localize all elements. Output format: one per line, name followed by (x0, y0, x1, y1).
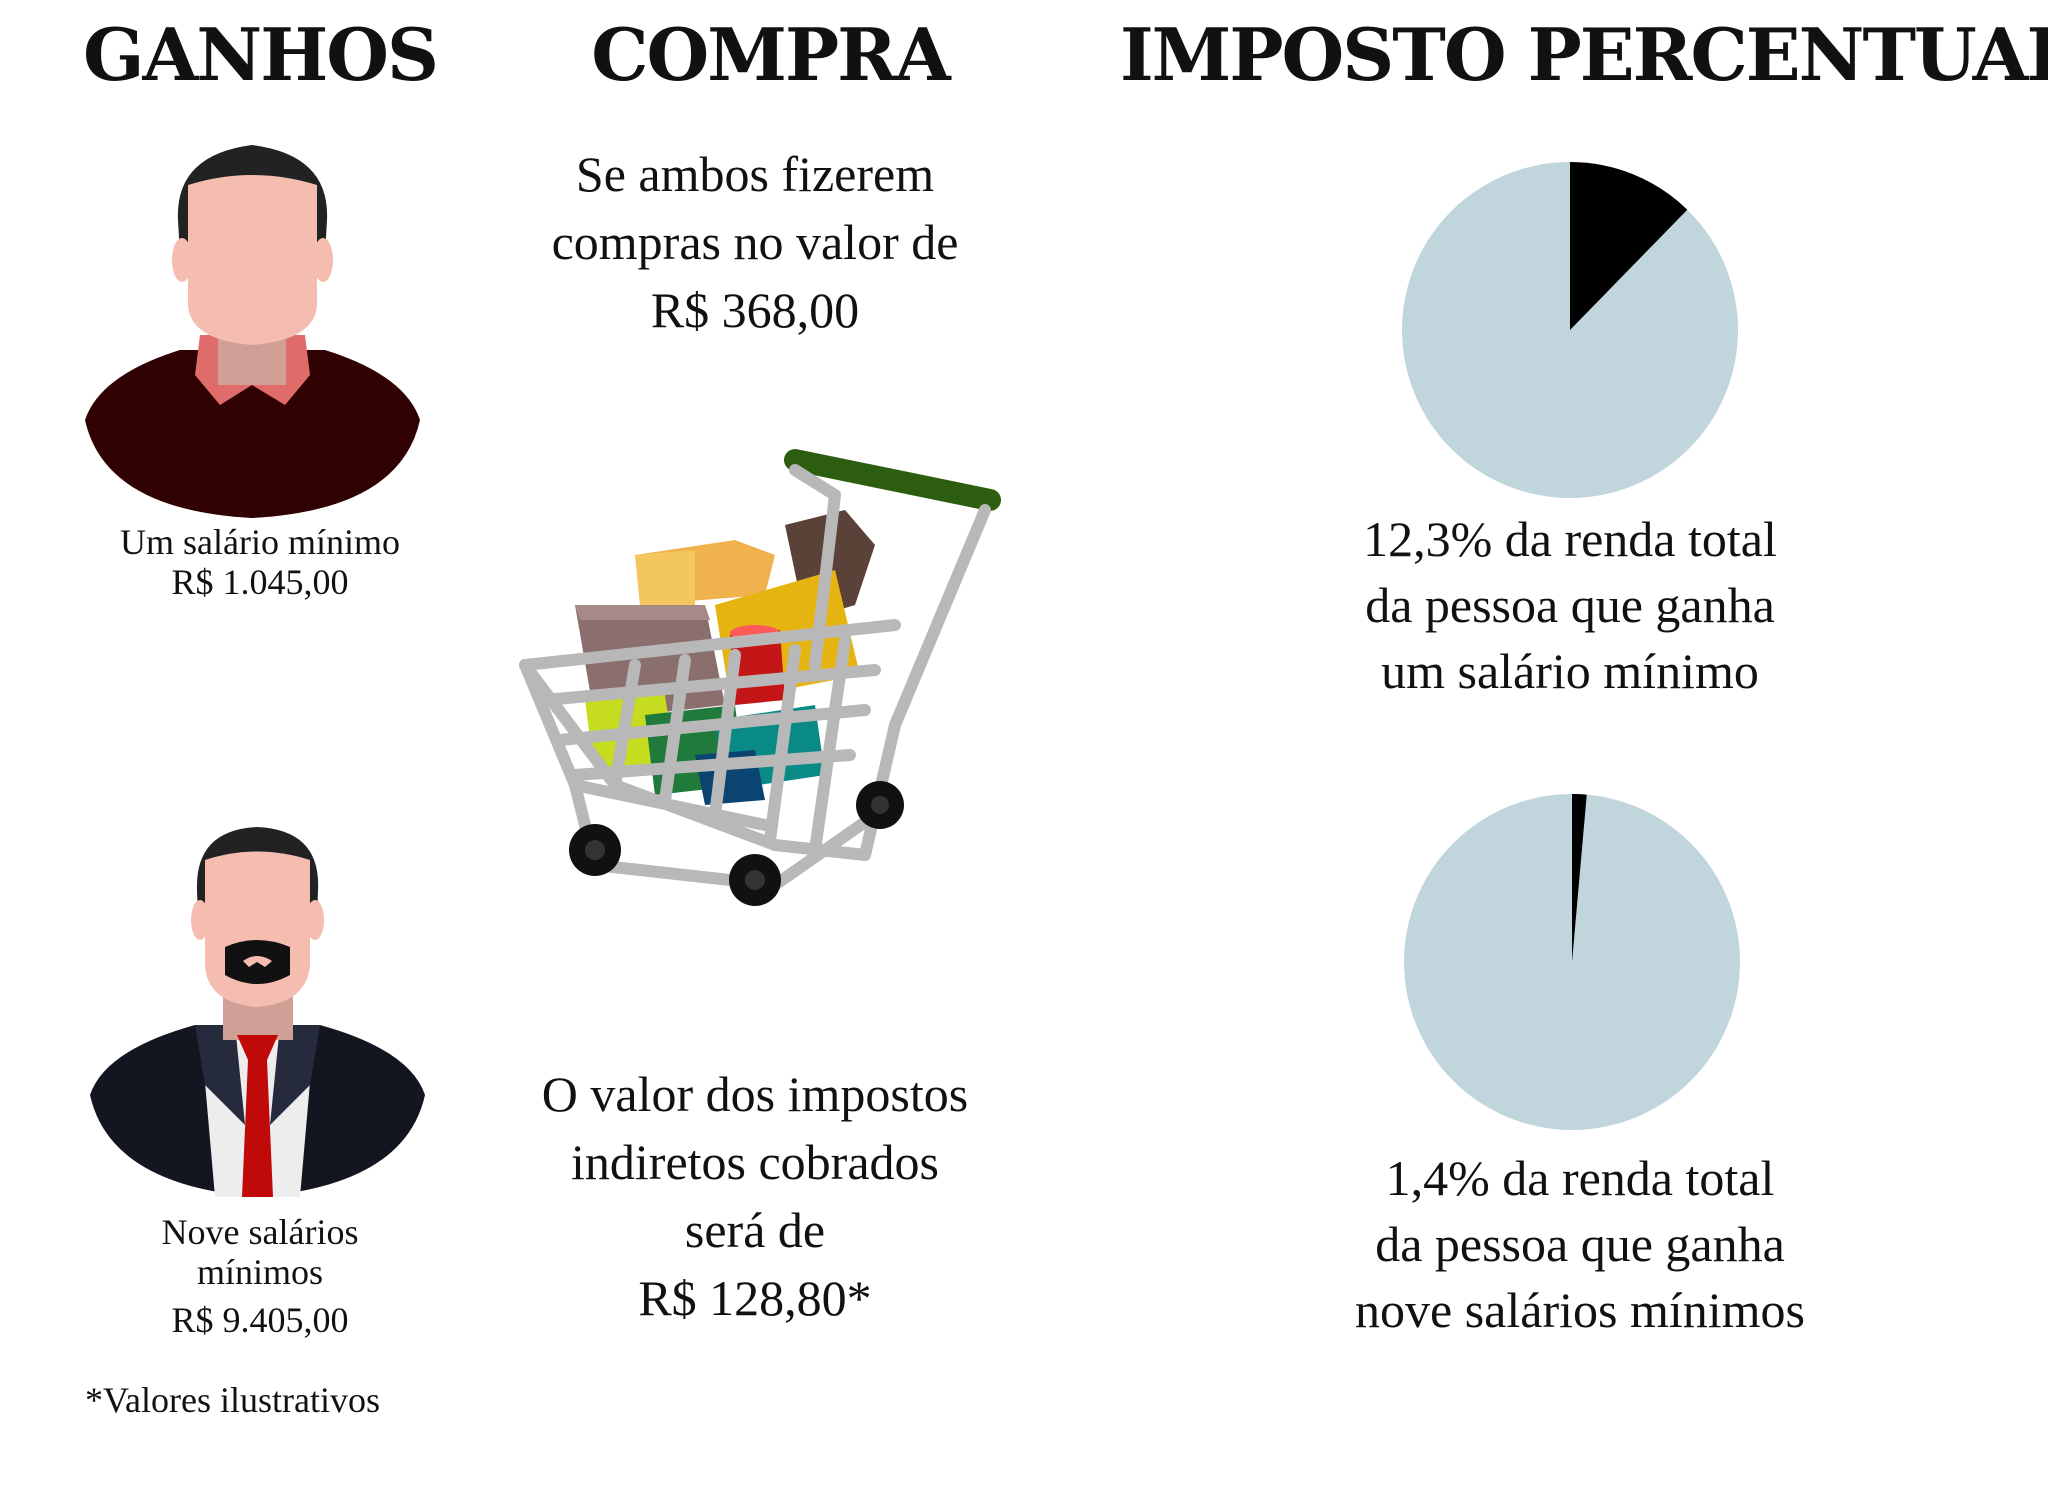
pie2-caption-line2: da pessoa que ganha (1375, 1216, 1785, 1272)
pie1-caption-line1: 12,3% da renda total (1363, 511, 1777, 567)
tax-line1: O valor dos impostos (541, 1066, 969, 1122)
footnote: *Valores ilustrativos (85, 1380, 380, 1420)
pie2-caption-line1: 1,4% da renda total (1385, 1150, 1775, 1206)
purchase-line3: R$ 368,00 (650, 282, 860, 338)
minimum-wage-worker-icon (85, 145, 420, 518)
tax-text: O valor dos impostos indiretos cobrados … (490, 1060, 1020, 1332)
person2-caption: Nove salários mínimos R$ 9.405,00 (40, 1212, 480, 1340)
purchase-line2: compras no valor de (551, 214, 959, 270)
person1-amount: R$ 1.045,00 (171, 562, 349, 602)
shopping-cart-icon (519, 449, 1001, 906)
pie2-caption-line3: nove salários mínimos (1355, 1282, 1805, 1338)
heading-ganhos: GANHOS (83, 12, 439, 97)
pie-chart-minimum-wage (1402, 162, 1738, 498)
purchase-line1: Se ambos fizerem (575, 146, 935, 202)
person1-label: Um salário mínimo (120, 522, 400, 562)
pie2-caption: 1,4% da renda total da pessoa que ganha … (1270, 1145, 1890, 1343)
person2-label-line2: mínimos (196, 1252, 324, 1292)
person2-amount: R$ 9.405,00 (171, 1300, 349, 1340)
pie1-caption-line2: da pessoa que ganha (1365, 577, 1775, 633)
heading-imposto-percentual: IMPOSTO PERCENTUAL (1120, 12, 2048, 97)
pie1-caption-line3: um salário mínimo (1381, 643, 1759, 699)
nine-wage-executive-icon (90, 827, 425, 1197)
pie1-caption: 12,3% da renda total da pessoa que ganha… (1270, 506, 1870, 704)
person1-caption: Um salário mínimo R$ 1.045,00 (40, 522, 480, 602)
pie-tax-slice (1572, 794, 1587, 962)
tax-line2: indiretos cobrados (571, 1134, 939, 1190)
purchase-text: Se ambos fizerem compras no valor de R$ … (490, 140, 1020, 344)
pie-tax-slice (1570, 162, 1688, 330)
pie-chart-nine-wages (1404, 794, 1740, 1130)
person2-label-line1: Nove salários (161, 1212, 359, 1252)
heading-compra: COMPRA (591, 12, 951, 97)
tax-line4: R$ 128,80* (638, 1270, 872, 1326)
tax-line3: será de (684, 1202, 826, 1258)
